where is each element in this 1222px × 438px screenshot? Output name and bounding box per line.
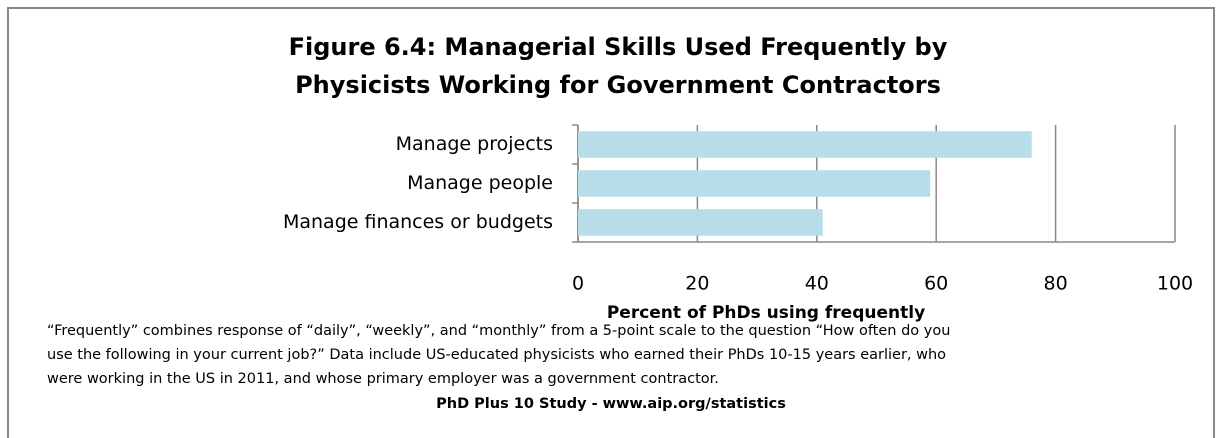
y-tick-label: Manage projects: [396, 133, 553, 155]
note: “Frequently” combines response of “daily…: [47, 323, 950, 339]
bar: [578, 170, 931, 197]
bar: [578, 209, 823, 236]
x-tick-label: 80: [1044, 273, 1068, 295]
x-tick-label: 0: [572, 273, 584, 295]
bar: [578, 131, 1032, 158]
x-tick-label: 60: [924, 273, 948, 295]
x-tick-label: 20: [685, 273, 709, 295]
y-tick-label: Manage people: [407, 172, 553, 194]
chart-title: Figure 6.4: Managerial Skills Used Frequ…: [289, 33, 948, 61]
x-tick-label: 100: [1157, 273, 1193, 295]
frame: [7, 7, 1215, 438]
source: PhD Plus 10 Study - www.aip.org/statisti…: [436, 396, 786, 412]
note: use the following in your current job?” …: [47, 347, 946, 363]
y-tick-label: Manage finances or budgets: [283, 211, 553, 233]
chart-title: Physicists Working for Government Contra…: [295, 71, 941, 99]
x-tick-label: 40: [805, 273, 829, 295]
note: were working in the US in 2011, and whos…: [47, 371, 719, 387]
x-axis-label: Percent of PhDs using frequently: [607, 303, 925, 323]
